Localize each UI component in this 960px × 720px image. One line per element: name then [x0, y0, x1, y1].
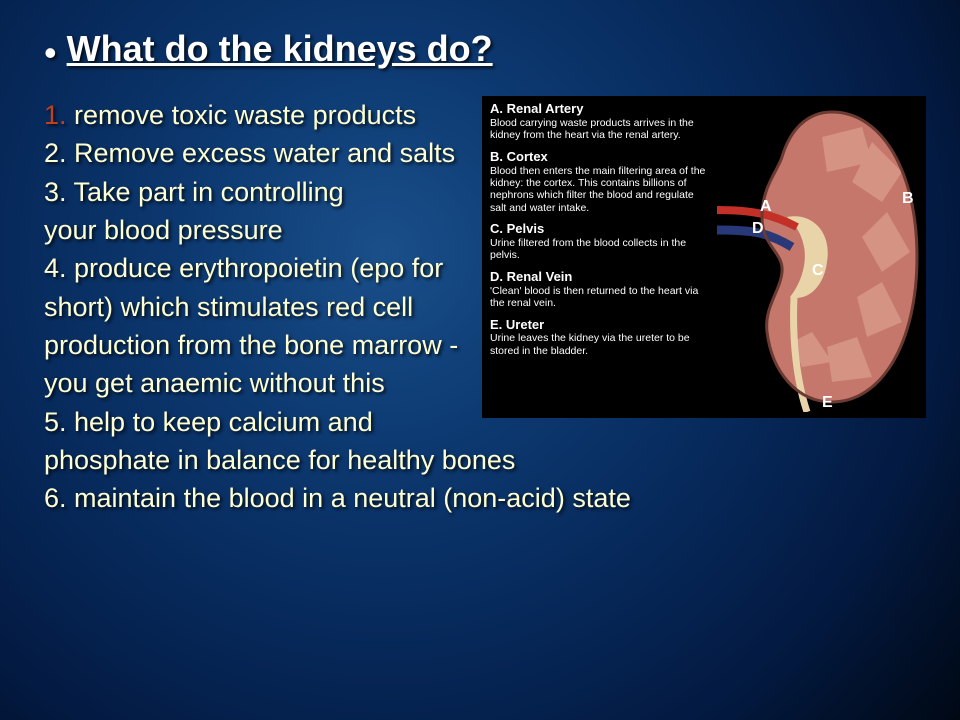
label-a-title: A. Renal Artery — [490, 102, 708, 117]
label-c: C. Pelvis Urine filtered from the blood … — [490, 222, 708, 262]
marker-d: D — [752, 220, 764, 238]
bullet-icon: • — [44, 35, 57, 71]
label-d-desc: 'Clean' blood is then returned to the he… — [490, 285, 708, 310]
slide: • What do the kidneys do? A. Renal Arter… — [0, 0, 960, 720]
kidney-label-list: A. Renal Artery Blood carrying waste pro… — [490, 102, 708, 365]
item-3b: your blood pressure — [44, 215, 283, 245]
label-b-desc: Blood then enters the main filtering are… — [490, 165, 708, 215]
label-e-desc: Urine leaves the kidney via the ureter t… — [490, 332, 708, 357]
item-1: remove toxic waste products — [67, 100, 417, 130]
slide-title: What do the kidneys do? — [67, 28, 493, 70]
label-c-title: C. Pelvis — [490, 222, 708, 237]
item-6: 6. maintain the blood in a neutral (non-… — [44, 483, 631, 513]
label-b-title: B. Cortex — [490, 150, 708, 165]
kidney-diagram: A. Renal Artery Blood carrying waste pro… — [482, 96, 926, 418]
marker-e: E — [822, 394, 833, 412]
item-3a: 3. Take part in controlling — [44, 177, 344, 207]
title-row: • What do the kidneys do? — [44, 28, 926, 70]
label-e-title: E. Ureter — [490, 318, 708, 333]
label-e: E. Ureter Urine leaves the kidney via th… — [490, 318, 708, 358]
label-b: B. Cortex Blood then enters the main fil… — [490, 150, 708, 214]
item-4a: 4. produce erythropoietin — [44, 253, 343, 283]
label-a-desc: Blood carrying waste products arrives in… — [490, 117, 708, 142]
content: A. Renal Artery Blood carrying waste pro… — [44, 96, 926, 518]
label-a: A. Renal Artery Blood carrying waste pro… — [490, 102, 708, 142]
num-1: 1. — [44, 100, 67, 130]
marker-a: A — [760, 198, 772, 216]
marker-b: B — [902, 190, 914, 208]
label-d-title: D. Renal Vein — [490, 270, 708, 285]
kidney-icon — [712, 102, 922, 412]
label-d: D. Renal Vein 'Clean' blood is then retu… — [490, 270, 708, 310]
kidney-svg-wrap: A B C D E — [712, 102, 922, 412]
item-5: 5. help to keep calcium and phosphate in… — [44, 407, 515, 475]
marker-c: C — [812, 262, 824, 280]
item-2: 2. Remove excess water and salts — [44, 138, 455, 168]
label-c-desc: Urine filtered from the blood collects i… — [490, 237, 708, 262]
